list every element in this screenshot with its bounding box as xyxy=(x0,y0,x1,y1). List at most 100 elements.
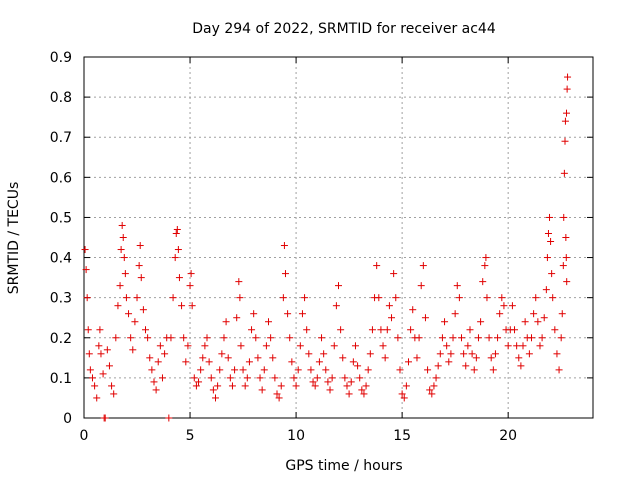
data-point xyxy=(112,334,120,342)
data-point xyxy=(464,342,472,350)
data-point xyxy=(231,366,239,374)
data-point xyxy=(451,310,459,318)
data-point xyxy=(417,282,425,290)
data-point xyxy=(415,334,423,342)
data-point xyxy=(125,310,133,318)
data-point xyxy=(527,334,535,342)
data-point xyxy=(432,374,440,382)
data-point xyxy=(354,362,362,370)
data-point xyxy=(426,386,434,394)
data-point xyxy=(337,326,345,334)
data-point xyxy=(438,334,446,342)
data-point xyxy=(195,378,203,386)
data-point xyxy=(543,254,551,262)
data-point xyxy=(339,354,347,362)
x-axis: 0 5 10 15 20 xyxy=(80,57,517,444)
data-point xyxy=(466,326,474,334)
data-point xyxy=(294,366,302,374)
data-point xyxy=(548,270,556,278)
data-point xyxy=(341,374,349,382)
data-point xyxy=(532,294,540,302)
data-point xyxy=(205,358,213,366)
data-point xyxy=(560,169,568,177)
data-point xyxy=(235,278,243,286)
data-point xyxy=(328,374,336,382)
data-point xyxy=(201,342,209,350)
y-tick-label: 0.8 xyxy=(50,90,72,106)
data-point xyxy=(534,318,542,326)
data-point xyxy=(407,326,415,334)
data-point xyxy=(547,238,555,246)
data-point xyxy=(441,318,449,326)
data-point xyxy=(292,382,300,390)
data-point xyxy=(379,342,387,350)
data-point xyxy=(496,310,504,318)
y-axis: 0 0.1 0.2 0.3 0.4 0.5 0.6 0.7 0.8 0.9 xyxy=(50,50,593,427)
data-point xyxy=(430,382,438,390)
data-point xyxy=(368,326,376,334)
data-point xyxy=(434,362,442,370)
data-point xyxy=(513,342,521,350)
data-point xyxy=(139,306,147,314)
data-point xyxy=(419,262,427,270)
data-point xyxy=(462,362,470,370)
data-point xyxy=(167,334,175,342)
data-point xyxy=(144,334,152,342)
y-tick-label: 0.4 xyxy=(50,251,72,267)
data-point xyxy=(211,394,219,402)
data-point xyxy=(83,294,91,302)
data-point xyxy=(470,366,478,374)
data-point xyxy=(383,326,391,334)
data-point xyxy=(409,306,417,314)
data-point xyxy=(260,366,268,374)
data-point xyxy=(96,326,104,334)
data-point xyxy=(174,246,182,254)
data-point xyxy=(530,310,538,318)
data-point xyxy=(133,294,141,302)
data-point xyxy=(345,390,353,398)
data-point xyxy=(540,314,548,322)
data-point xyxy=(97,350,105,358)
data-point xyxy=(172,229,180,237)
x-tick-label: 15 xyxy=(393,428,411,444)
data-point xyxy=(398,390,406,398)
data-point xyxy=(542,286,550,294)
data-point xyxy=(445,358,453,366)
data-point xyxy=(154,358,162,366)
data-point xyxy=(307,366,315,374)
data-point xyxy=(267,334,275,342)
data-point xyxy=(482,254,490,262)
data-point xyxy=(161,350,169,358)
data-point xyxy=(472,354,480,362)
data-point xyxy=(178,302,186,310)
data-point xyxy=(188,302,196,310)
data-point xyxy=(517,362,525,370)
data-point xyxy=(93,394,101,402)
data-point xyxy=(150,378,158,386)
data-point xyxy=(404,358,412,366)
data-point xyxy=(117,246,125,254)
y-tick-label: 0.6 xyxy=(50,170,72,186)
data-point xyxy=(392,294,400,302)
data-point xyxy=(460,350,468,358)
data-point xyxy=(95,342,103,350)
data-point xyxy=(101,414,109,422)
data-point xyxy=(385,302,393,310)
data-point xyxy=(243,374,251,382)
data-point xyxy=(120,254,128,262)
data-point xyxy=(332,302,340,310)
data-point xyxy=(349,358,357,366)
data-point xyxy=(356,374,364,382)
data-point xyxy=(313,374,321,382)
data-point xyxy=(377,326,385,334)
data-point xyxy=(453,282,461,290)
data-point xyxy=(521,318,529,326)
data-point xyxy=(245,358,253,366)
data-point xyxy=(152,386,160,394)
data-point xyxy=(322,366,330,374)
data-point xyxy=(320,350,328,358)
x-axis-label: GPS time / hours xyxy=(285,458,402,474)
data-point xyxy=(114,302,122,310)
data-point xyxy=(558,310,566,318)
